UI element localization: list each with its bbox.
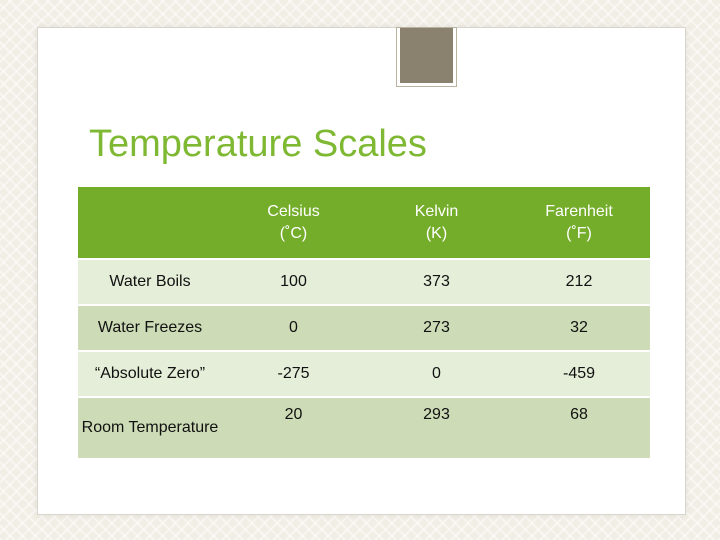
row-label: “Absolute Zero” — [78, 352, 222, 396]
row-separator — [78, 258, 650, 260]
row-label: Room Temperature — [78, 398, 222, 458]
kelvin-cell: 373 — [365, 260, 508, 304]
kelvin-cell: 273 — [365, 306, 508, 350]
row-label: Water Boils — [78, 260, 222, 304]
celsius-cell: 100 — [222, 260, 365, 304]
fahrenheit-cell: 68 — [508, 398, 650, 458]
fahrenheit-cell: 212 — [508, 260, 650, 304]
fahrenheit-cell: 32 — [508, 306, 650, 350]
header-cell-fahrenheit: Farenheit (˚F) — [508, 187, 650, 258]
celsius-cell: 0 — [222, 306, 365, 350]
table-header-row: Celsius (˚C) Kelvin (K) Farenheit (˚F) — [78, 187, 650, 258]
header-cell-celsius: Celsius (˚C) — [222, 187, 365, 258]
row-separator — [78, 350, 650, 352]
row-separator — [78, 304, 650, 306]
header-fahrenheit-unit: (˚F) — [566, 224, 592, 242]
temperature-table: Celsius (˚C) Kelvin (K) Farenheit (˚F) W… — [78, 187, 650, 458]
table-row: Water Freezes 0 273 32 — [78, 306, 650, 350]
kelvin-cell: 293 — [365, 398, 508, 458]
header-fahrenheit-name: Farenheit — [545, 202, 613, 220]
kelvin-cell: 0 — [365, 352, 508, 396]
celsius-cell: 20 — [222, 398, 365, 458]
row-label: Water Freezes — [78, 306, 222, 350]
celsius-cell: -275 — [222, 352, 365, 396]
fahrenheit-cell: -459 — [508, 352, 650, 396]
decorative-tab — [397, 28, 456, 86]
table-row: Room Temperature 20 293 68 — [78, 398, 650, 458]
row-separator — [78, 396, 650, 398]
header-celsius-name: Celsius — [267, 202, 320, 220]
table-row: “Absolute Zero” -275 0 -459 — [78, 352, 650, 396]
header-cell-kelvin: Kelvin (K) — [365, 187, 508, 258]
header-kelvin-unit: (K) — [425, 224, 448, 242]
slide-title: Temperature Scales — [89, 123, 427, 165]
header-cell-empty — [78, 187, 222, 258]
header-celsius-unit: (˚C) — [279, 224, 308, 242]
header-kelvin-name: Kelvin — [414, 202, 459, 220]
table-row: Water Boils 100 373 212 — [78, 260, 650, 304]
